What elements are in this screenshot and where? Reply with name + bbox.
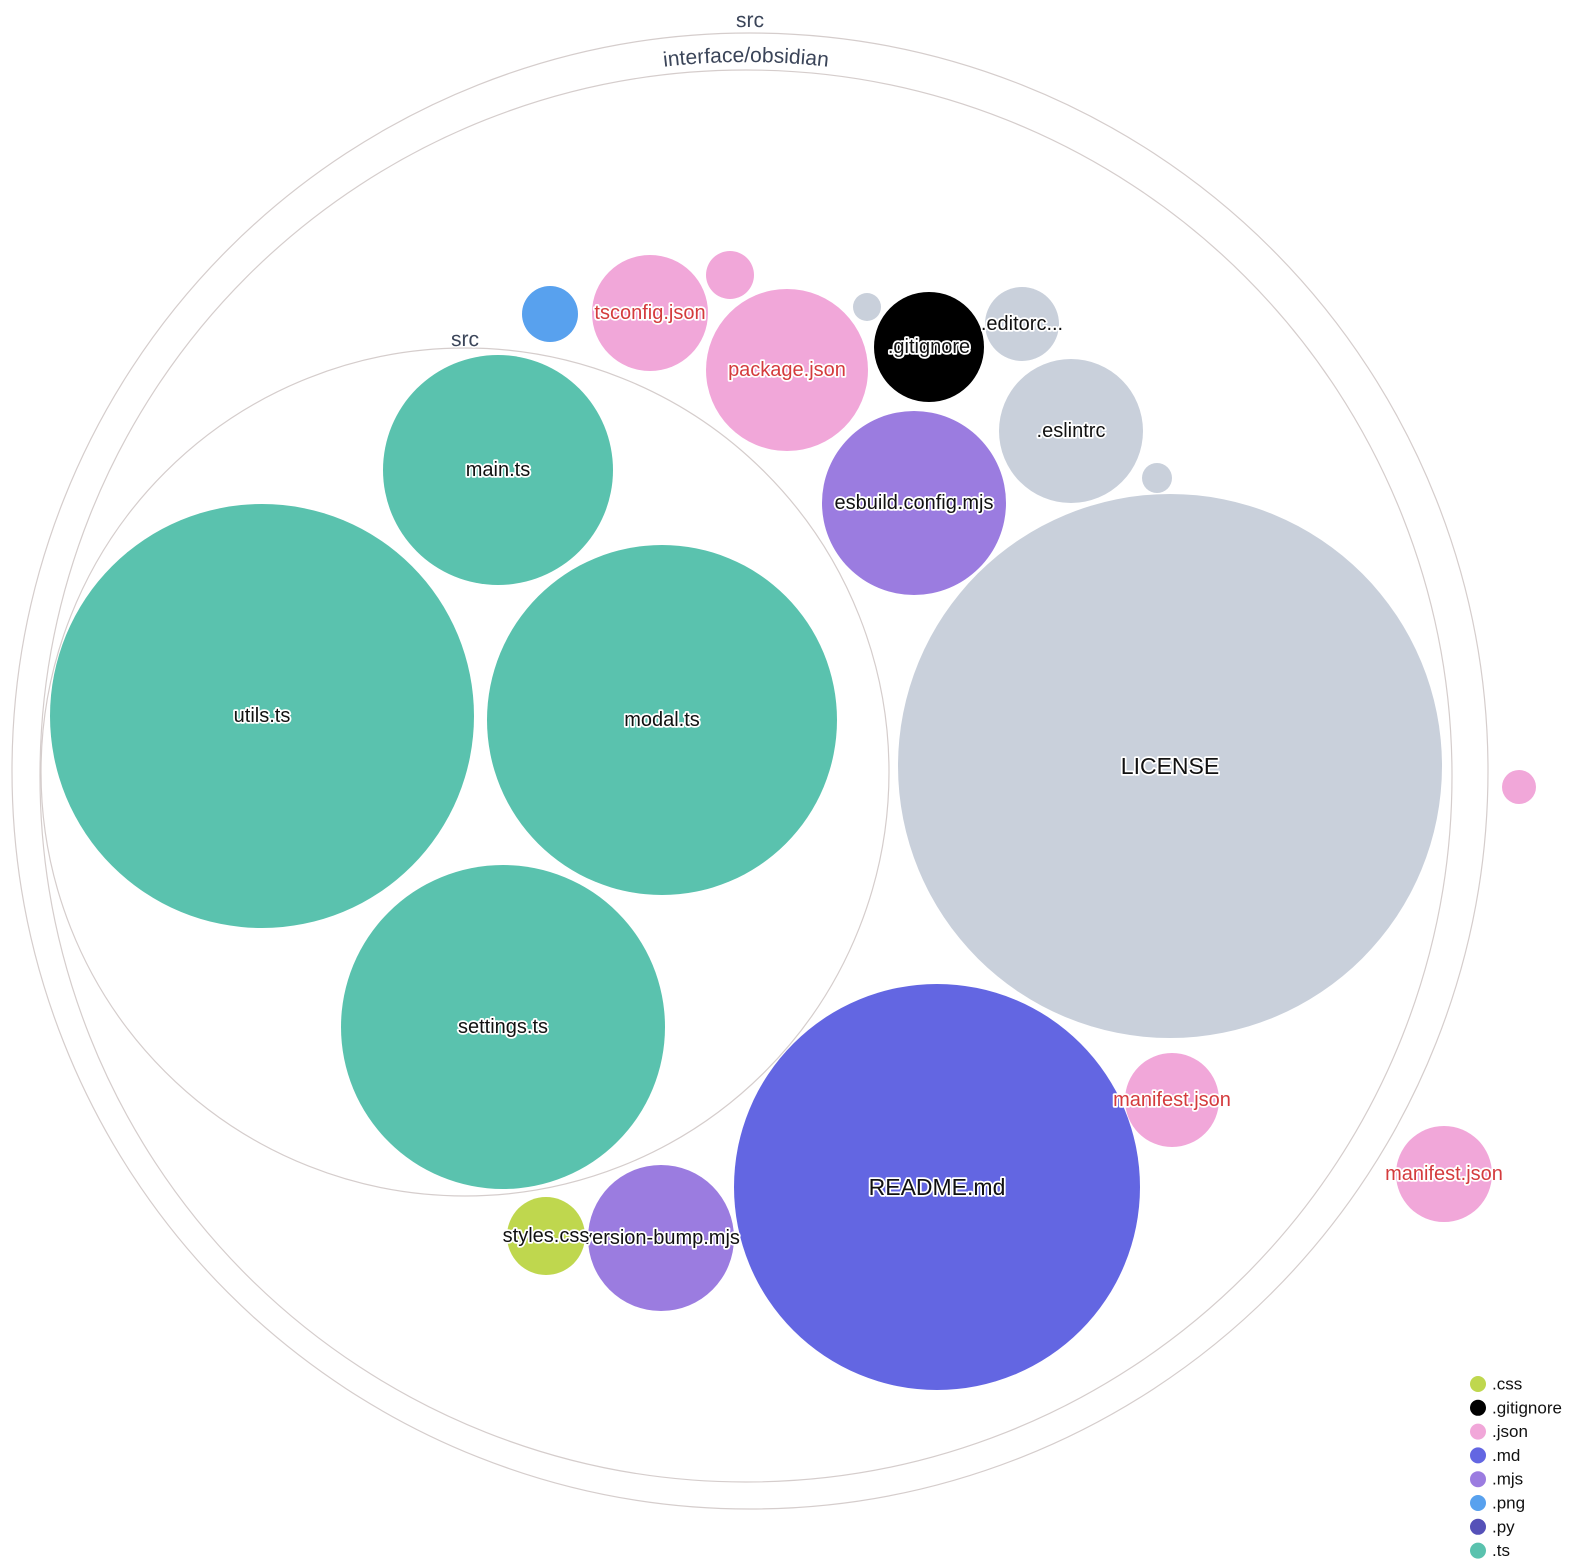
folder-circle-src-interface-obsidian[interactable] bbox=[39, 69, 1453, 1483]
folder-label-interface-obsidian-src: src bbox=[451, 328, 479, 351]
legend-label-png: .png bbox=[1492, 1494, 1525, 1513]
file-circle-settings-ts[interactable] bbox=[341, 865, 665, 1189]
file-circle-main-ts[interactable] bbox=[383, 355, 613, 585]
file-label-gitignore: .gitignore bbox=[888, 336, 970, 358]
folder-circles-layer bbox=[11, 32, 1489, 1510]
file-circle-license[interactable] bbox=[898, 494, 1442, 1038]
folder-label-src-interface-obsidian: interface/obsidian bbox=[662, 44, 830, 72]
file-label-utils-ts: utils.ts bbox=[234, 705, 291, 727]
labels-layer: src interface/obsidian src main.ts utils.ts m… bbox=[232, 7, 1505, 1250]
legend-dot-json bbox=[1470, 1423, 1486, 1440]
file-circle-manifest-json[interactable] bbox=[1396, 1126, 1492, 1222]
folder-circle-src[interactable] bbox=[11, 32, 1489, 1510]
folder-circle-interface-obsidian-src[interactable] bbox=[40, 347, 890, 1197]
file-label-styles-css: styles.css bbox=[503, 1225, 590, 1247]
file-circle-unnamed-png[interactable] bbox=[522, 286, 578, 342]
legend-label-json: .json bbox=[1492, 1422, 1528, 1441]
legend-label-mjs: .mjs bbox=[1492, 1470, 1523, 1489]
file-circle-esbuild-config-mjs[interactable] bbox=[822, 411, 1006, 595]
legend-label-css: .css bbox=[1492, 1375, 1522, 1394]
legend-label-gitignore: .gitignore bbox=[1492, 1398, 1562, 1417]
file-label-package-json: package.json bbox=[728, 359, 846, 381]
file-circle-unnamed-json[interactable] bbox=[1502, 770, 1536, 804]
file-label-settings-ts: settings.ts bbox=[458, 1016, 548, 1038]
file-circle-eslintrc[interactable] bbox=[999, 359, 1143, 503]
file-label-manifest-json: manifest.json bbox=[1113, 1089, 1231, 1111]
legend: .css .gitignore .json .md .mjs .png .py .ts bbox=[1470, 1375, 1562, 1560]
file-label-license: LICENSE bbox=[1121, 753, 1219, 779]
file-circle-unnamed-other[interactable] bbox=[1142, 463, 1172, 493]
file-circle-modal-ts[interactable] bbox=[487, 545, 837, 895]
file-label-version-bump-mjs: version-bump.mjs bbox=[582, 1227, 740, 1249]
file-circle-unnamed-other[interactable] bbox=[853, 293, 881, 321]
file-circle-version-bump-mjs[interactable] bbox=[588, 1165, 734, 1311]
legend-label-py: .py bbox=[1492, 1517, 1515, 1536]
file-label-manifest-json: manifest.json bbox=[1385, 1163, 1503, 1185]
file-label-main-ts: main.ts bbox=[466, 459, 530, 481]
folder-label-src: src bbox=[736, 9, 764, 32]
file-label-editorc: .editorc... bbox=[981, 313, 1063, 335]
file-label-tsconfig-json: tsconfig.json bbox=[594, 302, 705, 324]
file-circle-unnamed-json[interactable] bbox=[706, 251, 754, 299]
legend-dot-mjs bbox=[1470, 1471, 1486, 1488]
legend-dot-md bbox=[1470, 1447, 1486, 1464]
file-circle-package-json[interactable] bbox=[706, 289, 868, 451]
legend-label-md: .md bbox=[1492, 1446, 1520, 1465]
file-circle-tsconfig-json[interactable] bbox=[592, 255, 708, 371]
file-circle-readme-md[interactable] bbox=[734, 984, 1140, 1390]
legend-dot-py bbox=[1470, 1518, 1486, 1535]
file-circle-manifest-json[interactable] bbox=[1125, 1053, 1219, 1147]
file-label-eslintrc: .eslintrc bbox=[1037, 420, 1106, 442]
legend-dot-gitignore bbox=[1470, 1399, 1486, 1416]
file-circle-editorc[interactable] bbox=[985, 287, 1059, 361]
legend-dot-css bbox=[1470, 1376, 1486, 1392]
legend-dot-png bbox=[1470, 1495, 1486, 1511]
file-label-readme-md: README.md bbox=[869, 1174, 1006, 1200]
legend-label-ts: .ts bbox=[1492, 1541, 1510, 1560]
file-label-modal-ts: modal.ts bbox=[624, 709, 700, 731]
legend-dot-ts bbox=[1470, 1542, 1486, 1559]
file-circle-gitignore[interactable] bbox=[874, 292, 984, 402]
file-circle-styles-css[interactable] bbox=[507, 1197, 585, 1275]
file-label-esbuild-config-mjs: esbuild.config.mjs bbox=[835, 492, 994, 514]
file-circle-utils-ts[interactable] bbox=[50, 504, 474, 928]
file-circles-layer bbox=[50, 251, 1536, 1390]
